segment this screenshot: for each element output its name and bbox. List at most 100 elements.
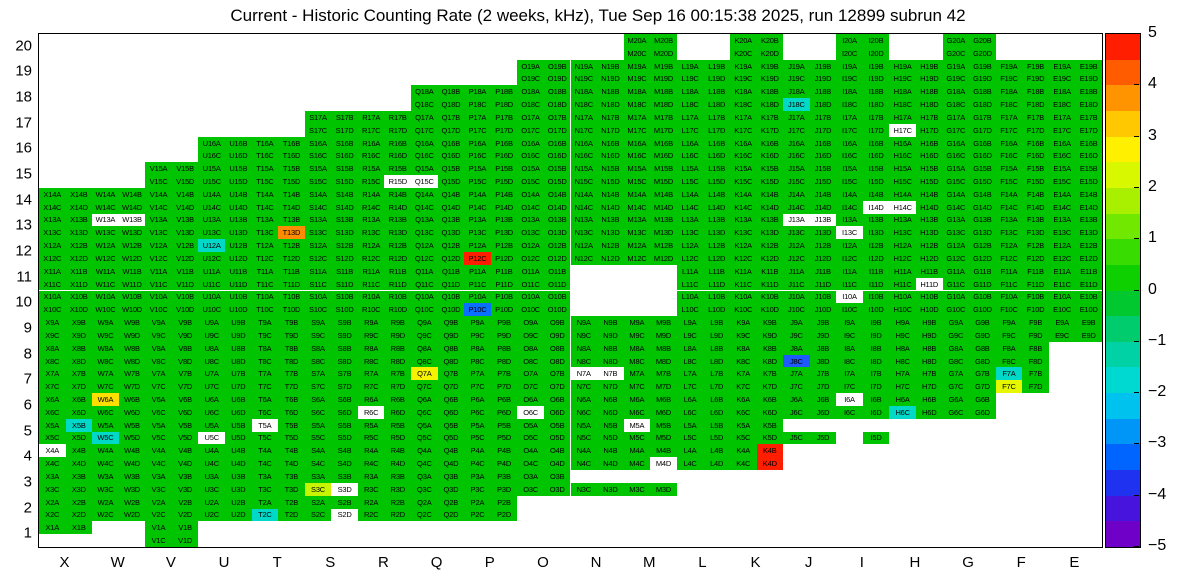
heatmap-cell-M8A: M8A	[623, 341, 651, 355]
heatmap-cell-J19D: J19D	[809, 72, 837, 86]
heatmap-cell-L14D: L14D	[703, 200, 730, 214]
y-axis-label-11: 11	[16, 268, 32, 286]
heatmap-cell-N14A: N14A	[570, 187, 598, 201]
heatmap-cell-I5D: I5D	[862, 431, 890, 445]
heatmap-cell-K5D: K5D	[756, 431, 784, 445]
heatmap-cell-P14D: P14D	[490, 200, 518, 214]
colorbar-stripe	[1106, 264, 1140, 292]
x-axis-label-E: E	[1069, 554, 1080, 571]
heatmap-cell-G19A: G19A	[942, 59, 970, 73]
heatmap-cell-F13C: F13C	[995, 226, 1023, 240]
heatmap-cell-V14B: V14B	[171, 187, 199, 201]
heatmap-cell-U10D: U10D	[225, 303, 252, 317]
heatmap-cell-S11D: S11D	[331, 277, 358, 291]
heatmap-cell-L4C: L4C	[676, 457, 704, 471]
heatmap-cell-M3C: M3C	[623, 482, 651, 496]
heatmap-cell-J9C: J9C	[783, 328, 810, 342]
heatmap-cell-K14B: K14B	[756, 187, 784, 201]
colorbar-stripe	[1106, 136, 1140, 163]
heatmap-cell-G14B: G14B	[969, 187, 996, 201]
heatmap-cell-G10C: G10C	[942, 303, 970, 317]
heatmap-cell-O3C: O3C	[517, 482, 544, 496]
heatmap-cell-M15B: M15B	[650, 162, 677, 176]
heatmap-cell-M18D: M18D	[650, 98, 677, 111]
heatmap-cell-P12B: P12B	[490, 239, 518, 252]
heatmap-cell-S17C: S17C	[304, 123, 332, 137]
heatmap-cell-O19C: O19C	[517, 72, 544, 86]
heatmap-cell-R12C: R12C	[357, 252, 385, 265]
heatmap-cell-R5D: R5D	[384, 431, 412, 445]
heatmap-cell-I17A: I17A	[836, 110, 863, 124]
heatmap-cell-S5C: S5C	[304, 431, 332, 445]
heatmap-cell-X11B: X11B	[65, 264, 93, 278]
heatmap-cell-K4D: K4D	[756, 457, 784, 471]
heatmap-cell-E13A: E13A	[1048, 213, 1076, 227]
heatmap-cell-I14C: I14C	[836, 200, 863, 214]
x-axis-label-U: U	[218, 554, 230, 571]
heatmap-cell-W7A: W7A	[92, 367, 119, 381]
heatmap-cell-R6C: R6C	[357, 405, 385, 419]
heatmap-cell-V10C: V10C	[145, 303, 172, 317]
heatmap-cell-H17B: H17B	[915, 110, 943, 124]
heatmap-cell-M5D: M5D	[650, 431, 677, 445]
x-axis-label-O: O	[537, 554, 549, 571]
heatmap-cell-G18D: G18D	[969, 98, 996, 111]
heatmap-cell-P5C: P5C	[464, 431, 491, 445]
heatmap-cell-W9D: W9D	[118, 328, 146, 342]
heatmap-cell-X4A: X4A	[39, 444, 66, 458]
heatmap-cell-H13B: H13B	[915, 213, 943, 227]
heatmap-cell-P15A: P15A	[464, 162, 491, 176]
heatmap-cell-M7B: M7B	[650, 367, 677, 381]
heatmap-cell-M8B: M8B	[650, 341, 677, 355]
heatmap-cell-Q6B: Q6B	[437, 393, 465, 406]
heatmap-cell-R17B: R17B	[384, 110, 412, 124]
heatmap-cell-V1C: V1C	[145, 534, 172, 547]
heatmap-cell-F16A: F16A	[995, 136, 1023, 150]
heatmap-cell-S8C: S8C	[304, 354, 332, 368]
heatmap-cell-R10B: R10B	[384, 290, 412, 304]
heatmap-cell-J16D: J16D	[809, 149, 837, 163]
heatmap-cell-H6B: H6B	[915, 393, 943, 406]
heatmap-cell-X14C: X14C	[39, 200, 66, 214]
heatmap-cell-Q12D: Q12D	[437, 252, 465, 265]
heatmap-cell-W10C: W10C	[92, 303, 119, 317]
heatmap-cell-J7A: J7A	[783, 367, 810, 381]
heatmap-cell-W14B: W14B	[118, 187, 146, 201]
heatmap-cell-K20B: K20B	[756, 34, 784, 47]
heatmap-cell-P9B: P9B	[490, 316, 518, 329]
heatmap-cell-R4C: R4C	[357, 457, 385, 471]
heatmap-cell-F19D: F19D	[1022, 72, 1049, 86]
heatmap-cell-N19A: N19A	[570, 59, 598, 73]
heatmap-cell-I20C: I20C	[836, 46, 863, 60]
heatmap-cell-H14C: H14C	[889, 200, 916, 214]
heatmap-cell-V4B: V4B	[171, 444, 199, 458]
heatmap-cell-O12C: O12C	[517, 252, 544, 265]
heatmap-cell-Q14C: Q14C	[411, 200, 438, 214]
heatmap-cell-K4C: K4C	[729, 457, 757, 471]
heatmap-cell-X5D: X5D	[65, 431, 93, 445]
heatmap-cell-F11B: F11B	[1022, 264, 1049, 278]
heatmap-cell-I13D: I13D	[862, 226, 890, 240]
heatmap-cell-R2C: R2C	[357, 508, 385, 522]
heatmap-cell-O4D: O4D	[543, 457, 571, 471]
heatmap-cell-U15D: U15D	[225, 175, 252, 188]
heatmap-cell-L15C: L15C	[676, 175, 704, 188]
heatmap-cell-U11A: U11A	[198, 264, 225, 278]
x-axis-label-R: R	[378, 554, 389, 571]
heatmap-cell-L12C: L12C	[676, 252, 704, 265]
heatmap-cell-K4B: K4B	[756, 444, 784, 458]
heatmap-cell-T4A: T4A	[251, 444, 279, 458]
colorbar-tick-mark	[1134, 289, 1139, 291]
heatmap-cell-I18B: I18B	[862, 85, 890, 99]
heatmap-cell-R5A: R5A	[357, 418, 385, 432]
heatmap-cell-W8C: W8C	[92, 354, 119, 368]
heatmap-cell-E17B: E17B	[1075, 110, 1102, 124]
heatmap-cell-P2C: P2C	[464, 508, 491, 522]
heatmap-cell-E16C: E16C	[1048, 149, 1076, 163]
heatmap-cell-I20D: I20D	[862, 46, 890, 60]
heatmap-cell-L11C: L11C	[676, 277, 704, 291]
heatmap-cell-E19D: E19D	[1075, 72, 1102, 86]
heatmap-cell-W6A: W6A	[92, 393, 119, 406]
heatmap-cell-X10B: X10B	[65, 290, 93, 304]
heatmap-cell-E17C: E17C	[1048, 123, 1076, 137]
